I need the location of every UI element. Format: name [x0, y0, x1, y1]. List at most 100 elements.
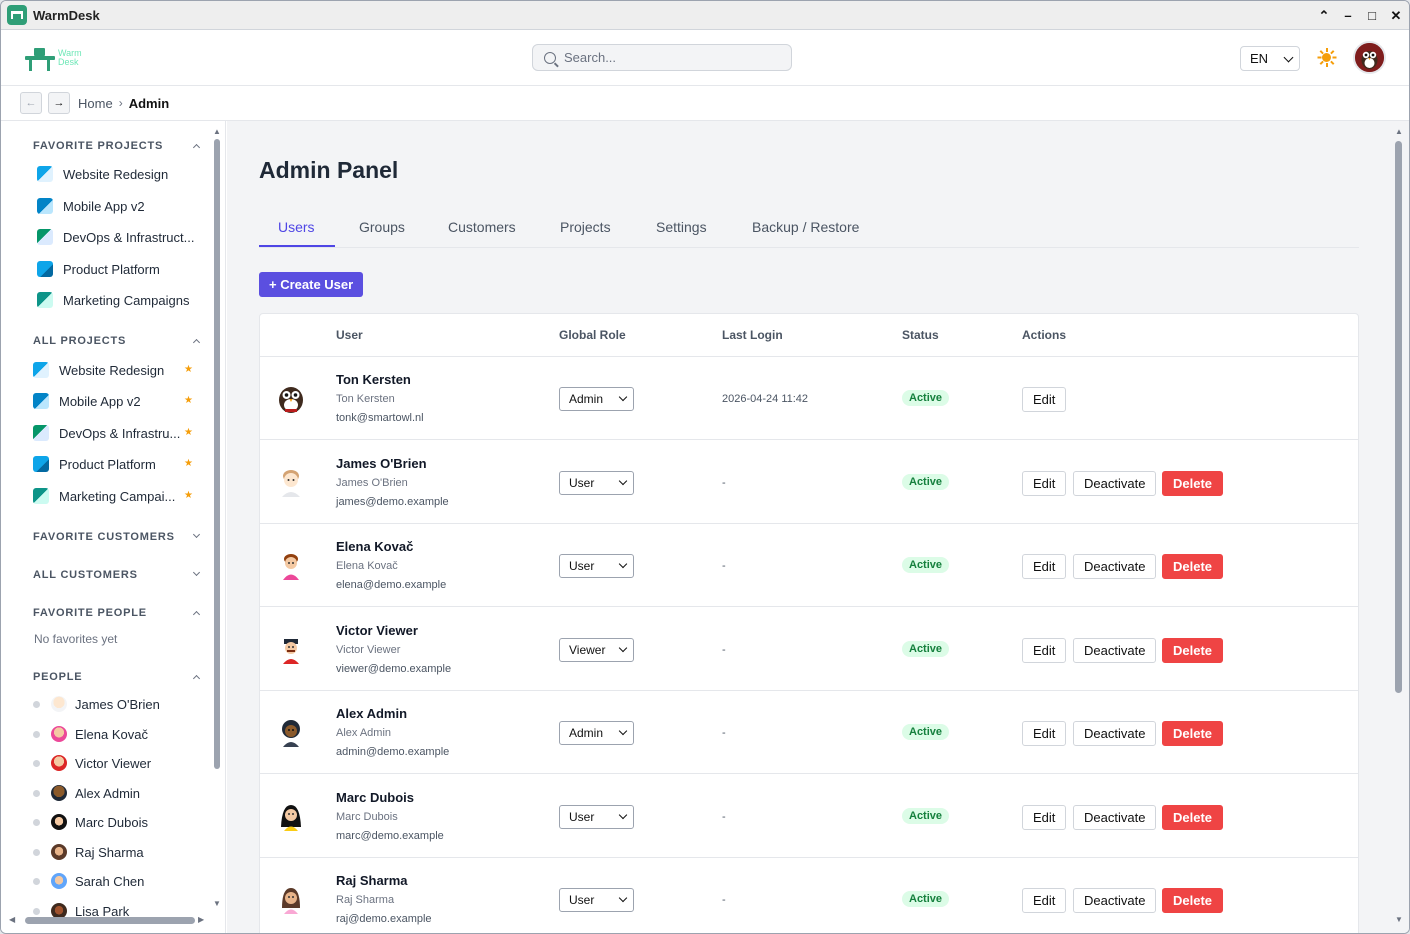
sidebar-person[interactable]: Lisa Park: [33, 903, 129, 919]
deactivate-button[interactable]: Deactivate: [1073, 638, 1157, 663]
scroll-down-arrow-icon[interactable]: ▼: [1395, 915, 1403, 924]
tab-backup-restore[interactable]: Backup / Restore: [752, 219, 860, 235]
edit-button[interactable]: Edit: [1022, 471, 1067, 496]
scroll-up-arrow-icon[interactable]: ▲: [213, 127, 221, 136]
sidebar-person[interactable]: Marc Dubois: [33, 814, 148, 830]
all-customers-heading[interactable]: ALL CUSTOMERS: [33, 569, 138, 581]
star-icon[interactable]: ★: [184, 395, 193, 406]
language-select[interactable]: EN: [1240, 46, 1300, 71]
search-input[interactable]: [564, 50, 774, 65]
deactivate-button[interactable]: Deactivate: [1073, 554, 1157, 579]
warmdesk-logo[interactable]: Warm Desk: [25, 46, 87, 74]
sidebar-fav-project[interactable]: DevOps & Infrastruct...: [37, 229, 195, 245]
tab-projects[interactable]: Projects: [560, 219, 611, 235]
sidebar-fav-project[interactable]: Mobile App v2: [37, 198, 145, 214]
deactivate-button[interactable]: Deactivate: [1073, 471, 1157, 496]
favorite-projects-heading[interactable]: FAVORITE PROJECTS: [33, 140, 164, 152]
scroll-thumb[interactable]: [1395, 141, 1402, 693]
user-name[interactable]: Victor Viewer: [336, 623, 418, 638]
create-user-button[interactable]: + Create User: [259, 272, 364, 297]
sidebar-project[interactable]: DevOps & Infrastru...: [33, 425, 180, 441]
scroll-down-arrow-icon[interactable]: ▼: [213, 899, 221, 908]
star-icon[interactable]: ★: [184, 427, 193, 438]
role-select[interactable]: Viewer: [559, 638, 634, 662]
scroll-up-arrow-icon[interactable]: ▲: [1395, 127, 1403, 136]
maximize-icon[interactable]: □: [1368, 8, 1376, 23]
edit-button[interactable]: Edit: [1022, 721, 1067, 746]
role-select[interactable]: User: [559, 554, 634, 578]
delete-button[interactable]: Delete: [1162, 554, 1224, 579]
sidebar-person[interactable]: Victor Viewer: [33, 755, 151, 771]
sidebar-project[interactable]: Product Platform: [33, 456, 156, 472]
chevron-up-icon[interactable]: [192, 610, 201, 619]
user-name[interactable]: Ton Kersten: [336, 372, 411, 387]
role-select[interactable]: Admin: [559, 721, 634, 745]
chevron-up-icon[interactable]: [192, 674, 201, 683]
sidebar-person[interactable]: Elena Kovač: [33, 726, 148, 742]
collapse-icon[interactable]: ⌃: [1318, 7, 1330, 23]
sidebar-fav-project[interactable]: Product Platform: [37, 261, 160, 277]
sidebar-horizontal-scrollbar[interactable]: ◀ ▶: [5, 913, 210, 927]
search-box[interactable]: [532, 44, 792, 71]
user-name[interactable]: James O'Brien: [336, 456, 427, 471]
edit-button[interactable]: Edit: [1022, 638, 1067, 663]
deactivate-button[interactable]: Deactivate: [1073, 721, 1157, 746]
edit-button[interactable]: Edit: [1022, 888, 1067, 913]
chevron-up-icon[interactable]: [192, 338, 201, 347]
role-select[interactable]: Admin: [559, 387, 634, 411]
star-icon[interactable]: ★: [184, 490, 193, 501]
edit-button[interactable]: Edit: [1022, 554, 1067, 579]
user-name[interactable]: Alex Admin: [336, 706, 408, 721]
scroll-thumb[interactable]: [214, 139, 220, 769]
breadcrumb-home[interactable]: Home: [78, 95, 113, 111]
sidebar-person[interactable]: James O'Brien: [33, 696, 160, 712]
user-avatar[interactable]: [1353, 41, 1386, 74]
favorite-people-heading[interactable]: FAVORITE PEOPLE: [33, 607, 147, 619]
edit-button[interactable]: Edit: [1022, 805, 1067, 830]
all-projects-heading[interactable]: ALL PROJECTS: [33, 335, 127, 347]
delete-button[interactable]: Delete: [1162, 805, 1224, 830]
minimize-icon[interactable]: –: [1344, 8, 1352, 23]
role-select[interactable]: User: [559, 888, 634, 912]
sun-icon[interactable]: [1317, 48, 1336, 67]
delete-button[interactable]: Delete: [1162, 471, 1224, 496]
deactivate-button[interactable]: Deactivate: [1073, 805, 1157, 830]
user-name[interactable]: Marc Dubois: [336, 790, 415, 805]
edit-button[interactable]: Edit: [1022, 387, 1067, 412]
star-icon[interactable]: ★: [184, 458, 193, 469]
delete-button[interactable]: Delete: [1162, 638, 1224, 663]
sidebar-person[interactable]: Alex Admin: [33, 785, 140, 801]
scroll-right-arrow-icon[interactable]: ▶: [198, 915, 205, 924]
sidebar-fav-project[interactable]: Website Redesign: [37, 166, 168, 182]
close-icon[interactable]: ✕: [1390, 7, 1402, 23]
delete-button[interactable]: Delete: [1162, 721, 1224, 746]
tab-groups[interactable]: Groups: [359, 219, 405, 235]
deactivate-button[interactable]: Deactivate: [1073, 888, 1157, 913]
sidebar-person[interactable]: Raj Sharma: [33, 844, 144, 860]
sidebar-fav-project[interactable]: Marketing Campaigns: [37, 292, 189, 308]
tab-settings[interactable]: Settings: [656, 219, 707, 235]
tab-users[interactable]: Users: [278, 219, 315, 235]
back-button[interactable]: ←: [20, 92, 42, 114]
tab-customers[interactable]: Customers: [448, 219, 516, 235]
user-name[interactable]: Elena Kovač: [336, 539, 414, 554]
sidebar-project[interactable]: Marketing Campai...: [33, 488, 175, 504]
star-icon[interactable]: ★: [184, 364, 193, 375]
sidebar-vertical-scrollbar[interactable]: ▲ ▼: [212, 127, 221, 908]
sidebar-project[interactable]: Mobile App v2: [33, 393, 141, 409]
favorite-customers-heading[interactable]: FAVORITE CUSTOMERS: [33, 531, 175, 543]
chevron-down-icon[interactable]: [192, 568, 201, 577]
scroll-thumb[interactable]: [25, 917, 195, 924]
delete-button[interactable]: Delete: [1162, 888, 1224, 913]
sidebar-person[interactable]: Sarah Chen: [33, 873, 144, 889]
people-heading[interactable]: PEOPLE: [33, 671, 83, 683]
role-select[interactable]: User: [559, 471, 634, 495]
user-name[interactable]: Raj Sharma: [336, 873, 408, 888]
scroll-left-arrow-icon[interactable]: ◀: [9, 915, 16, 924]
main-vertical-scrollbar[interactable]: ▲ ▼: [1393, 127, 1405, 927]
chevron-down-icon[interactable]: [192, 530, 201, 539]
forward-button[interactable]: →: [48, 92, 70, 114]
sidebar-project[interactable]: Website Redesign: [33, 362, 164, 378]
role-select[interactable]: User: [559, 805, 634, 829]
chevron-up-icon[interactable]: [192, 143, 201, 152]
